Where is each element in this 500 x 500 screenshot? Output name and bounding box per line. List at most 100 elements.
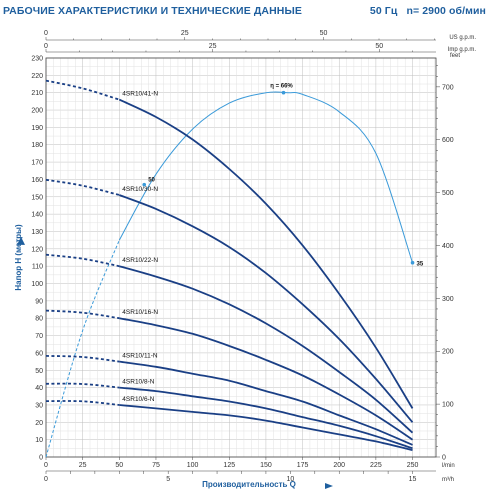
y-tick-label: 10 [35,437,43,444]
y-tick-label: 100 [31,281,43,288]
x-tick-label: 250 [407,462,419,469]
speed-label: 50 Гц n= 2900 об/мин [370,5,486,17]
m3h-tick-label: 10 [286,476,294,483]
efficiency-curve: 50 35 η = 66% [45,84,424,458]
imp-tick-label: 0 [44,43,48,50]
right-tick-label: 700 [442,84,454,91]
x-tick-label: 0 [44,462,48,469]
m3h-tick-label: 0 [44,476,48,483]
curve-4SR10/8-N [119,386,413,450]
y-axis-title: Напор H (метры) [14,224,23,291]
curve-4SR10/41-N [118,98,414,409]
y-tick-label: 220 [31,73,43,80]
labels: 4SR10/41-N 4SR10/30-N 4SR10/22-N 4SR10/16-N… [122,91,158,403]
lmin-unit-label: l/min [442,463,455,469]
us-tick-label: 50 [320,30,328,37]
y-tick-label: 210 [31,90,43,97]
right-tick-label: 300 [442,296,454,303]
y-tick-label: 150 [31,194,43,201]
curve-label-4SR10/8-N: 4SR10/8-N [122,379,154,386]
x-tick-label: 200 [333,462,345,469]
y-tick-label: 190 [31,125,43,132]
curve-dashed-4SR10/6-N [45,400,120,406]
efficiency-marker-label: 35 [417,262,424,268]
us-unit-label: US g.p.m. [449,35,476,41]
curve-dashed-4SR10/22-N [45,253,120,268]
curve-label-4SR10/16-N: 4SR10/16-N [122,309,158,316]
curve-label-4SR10/41-N: 4SR10/41-N [122,91,158,98]
y-tick-label: 40 [35,385,43,392]
y-tick-label: 0 [39,455,43,462]
y-tick-label: 20 [35,420,43,427]
y-axis-arrow [17,236,25,245]
y-tick-label: 160 [31,177,43,184]
efficiency-marker [410,260,415,265]
y-tick-label: 50 [35,368,43,375]
efficiency-curve-solid [118,91,413,263]
curve-4SR10/6-N [119,404,413,451]
right-tick-label: 100 [442,402,454,409]
feet-unit-label: feet [450,53,460,59]
x-axis-arrow [325,483,333,489]
y-tick-label: 170 [31,160,43,167]
us-tick-label: 25 [181,30,189,37]
plot-frame [45,57,437,458]
right-tick-label: 0 [442,455,446,462]
right-tick-label: 200 [442,349,454,356]
x-tick-label: 225 [370,462,382,469]
efficiency-marker [281,90,286,95]
us-tick-label: 0 [44,30,48,37]
imp-tick-label: 25 [209,43,217,50]
y-tick-label: 110 [32,264,43,271]
y-tick-label: 130 [31,229,43,236]
speed-text: n= 2900 об/мин [406,5,486,17]
x-tick-label: 25 [79,462,87,469]
grid [45,57,436,458]
efficiency-marker [142,182,147,187]
efficiency-peak-label: η = 66% [270,84,293,90]
curve-dashed-4SR10/16-N [45,309,120,320]
y-tick-label: 70 [35,333,43,340]
m3h-tick-label: 15 [409,476,417,483]
y-tick-label: 180 [31,142,43,149]
y-tick-label: 120 [31,246,43,253]
chart-title: РАБОЧИЕ ХАРАКТЕРИСТИКИ И ТЕХНИЧЕСКИЕ ДАН… [3,5,302,17]
imp-tick-label: 50 [375,43,383,50]
curve-4SR10/30-N [118,194,414,423]
frequency-text: 50 Гц [369,5,398,17]
y-tick-label: 80 [35,316,43,323]
x-tick-label: 175 [297,462,309,469]
y-tick-label: 230 [31,56,43,63]
imp-unit-label: Imp g.p.m. [448,47,477,53]
curve-label-4SR10/30-N: 4SR10/30-N [122,186,158,193]
m3h-unit-label: m³/h [442,477,454,483]
y-tick-label: 60 [35,350,43,357]
y-tick-label: 140 [31,212,43,219]
y-tick-label: 30 [35,402,43,409]
x-tick-label: 100 [187,462,199,469]
efficiency-marker-label: 50 [148,178,155,184]
curve-dashed-4SR10/8-N [45,382,120,389]
curve-label-4SR10/11-N: 4SR10/11-N [122,353,158,360]
x-tick-label: 50 [115,462,123,469]
curve-dashed-4SR10/30-N [45,178,120,196]
x-tick-label: 150 [260,462,272,469]
pump-curves [45,79,414,451]
curve-dashed-4SR10/11-N [45,355,120,363]
curve-label-4SR10/22-N: 4SR10/22-N [122,257,158,264]
curve-4SR10/11-N [119,360,413,446]
efficiency-curve-dashed [45,240,120,458]
curve-4SR10/16-N [119,317,414,441]
y-tick-label: 200 [31,108,43,115]
y-tick-label: 90 [35,298,43,305]
curve-4SR10/22-N [119,265,414,434]
x-tick-label: 75 [152,462,160,469]
curve-label-4SR10/6-N: 4SR10/6-N [122,396,154,403]
curve-dashed-4SR10/41-N [45,79,120,101]
right-tick-label: 400 [442,243,454,250]
axes: 0102030405060708090100110120130140150160… [14,30,476,489]
right-tick-label: 600 [442,137,454,144]
right-tick-label: 500 [442,190,454,197]
x-axis-title: Производительность Q [202,480,296,489]
